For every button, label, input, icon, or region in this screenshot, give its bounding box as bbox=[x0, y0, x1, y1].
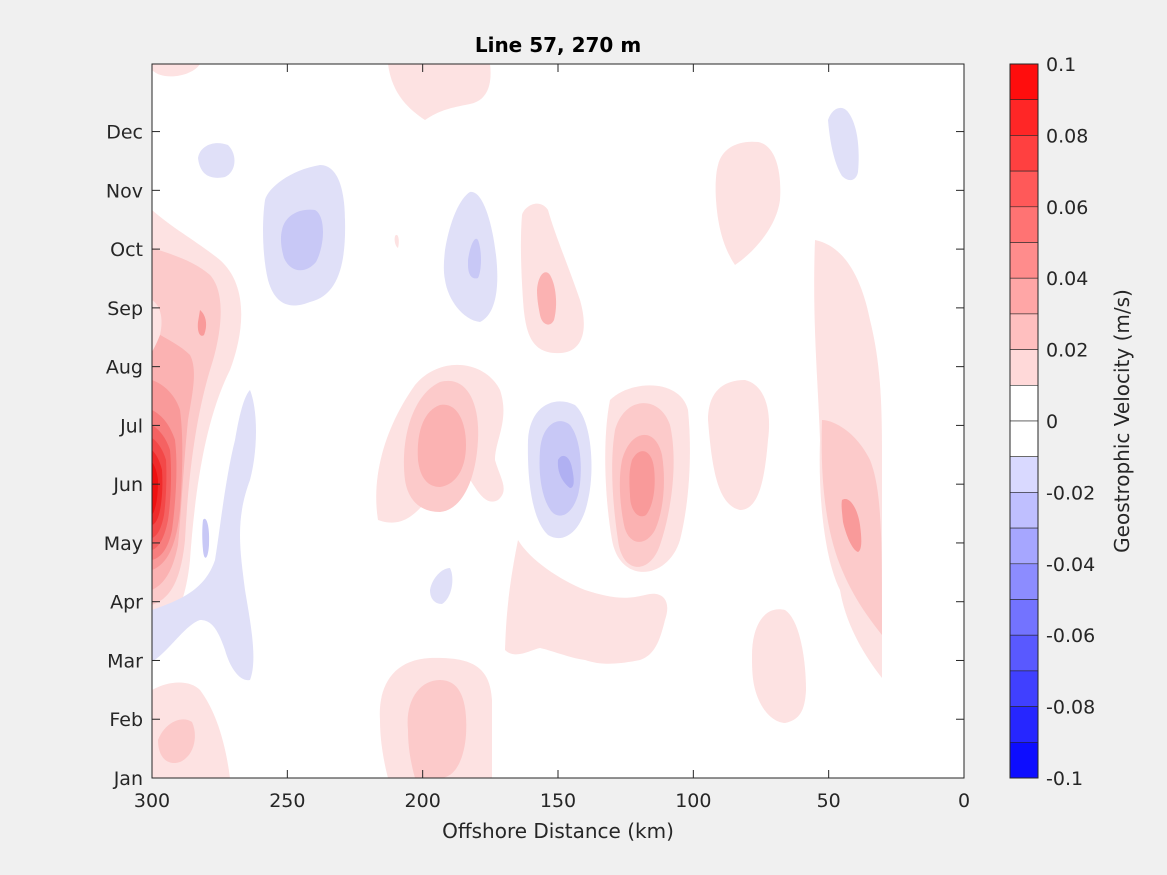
colorbar-band bbox=[1009, 741, 1039, 779]
colorbar-frame bbox=[1009, 63, 1039, 779]
colorbar-band bbox=[1009, 563, 1039, 600]
contour-region-negative-240km bbox=[263, 165, 346, 306]
colorbar-band bbox=[1009, 99, 1039, 136]
colorbar-tick-label: 0.06 bbox=[1046, 197, 1088, 219]
contour-region-positive-nov bbox=[715, 141, 781, 265]
contour-fills bbox=[152, 64, 882, 778]
contour-region-positive-40km bbox=[814, 240, 882, 678]
colorbar-band bbox=[1009, 242, 1039, 279]
x-tick-label: 200 bbox=[405, 790, 441, 812]
y-tick-label: Jul bbox=[119, 415, 143, 437]
x-tick-label: 0 bbox=[958, 790, 970, 812]
contour-region-negative-dec bbox=[828, 107, 859, 181]
contour-region-negative-150km bbox=[527, 401, 592, 539]
colorbar-band bbox=[1009, 63, 1039, 101]
colorbar-label: Geostrophic Velocity (m/s) bbox=[1110, 289, 1134, 553]
colorbar-band bbox=[1009, 349, 1039, 386]
colorbar-band bbox=[1009, 634, 1039, 672]
contour-region-positive-jan-feb bbox=[379, 657, 492, 778]
contour-region-negative-280km bbox=[152, 390, 256, 681]
contour-region-positive-mar-apr bbox=[505, 540, 668, 664]
contour-region-positive-120km bbox=[605, 385, 690, 572]
colorbar-tick-label: -0.06 bbox=[1046, 625, 1095, 647]
contour-region-negative-185km bbox=[443, 191, 498, 322]
x-tick-label: 300 bbox=[134, 790, 170, 812]
y-tick-label: May bbox=[104, 533, 143, 555]
colorbar-band bbox=[1009, 670, 1039, 707]
y-tick-label: Dec bbox=[106, 122, 143, 144]
y-tick-label: Apr bbox=[110, 592, 143, 614]
colorbar-band bbox=[1009, 170, 1039, 208]
x-tick-label: 100 bbox=[675, 790, 711, 812]
colorbar-tick-label: 0.02 bbox=[1046, 340, 1088, 362]
contour-region-positive-dec bbox=[388, 64, 491, 120]
colorbar-band bbox=[1009, 599, 1039, 636]
colorbar-band bbox=[1009, 527, 1039, 565]
colorbar-band bbox=[1009, 135, 1039, 172]
colorbar: 0.1 0.08 0.06 0.04 0.02 0 -0.02 -0.04 -0.06 -0.08… bbox=[1009, 54, 1095, 790]
contour-region-positive-200km bbox=[376, 364, 504, 523]
contour-region-positive-jan bbox=[152, 682, 230, 778]
contour-region-positive-feb-mar bbox=[752, 609, 806, 723]
chart-title: Line 57, 270 m bbox=[475, 33, 641, 57]
colorbar-tick-label: 0.08 bbox=[1046, 125, 1088, 147]
x-axis-label: Offshore Distance (km) bbox=[442, 819, 674, 843]
colorbar-band bbox=[1009, 706, 1039, 743]
colorbar-band bbox=[1009, 492, 1039, 529]
contour-region-positive-core bbox=[152, 210, 242, 640]
y-tick-label: Mar bbox=[107, 650, 143, 672]
contour-region-positive-90km bbox=[708, 380, 770, 510]
colorbar-tick-label: -0.02 bbox=[1046, 482, 1095, 504]
contour-region-positive-sep bbox=[520, 203, 584, 354]
colorbar-tick-label: -0.04 bbox=[1046, 554, 1095, 576]
y-tick-label: Feb bbox=[109, 709, 143, 731]
x-tick-label: 150 bbox=[540, 790, 576, 812]
x-tick-label: 250 bbox=[269, 790, 305, 812]
y-tick-label: Nov bbox=[106, 180, 143, 202]
colorbar-band bbox=[1009, 456, 1039, 493]
colorbar-tick-label: 0.04 bbox=[1046, 268, 1088, 290]
colorbar-band bbox=[1009, 384, 1039, 422]
colorbar-band bbox=[1009, 206, 1039, 243]
colorbar-band bbox=[1009, 277, 1039, 315]
colorbar-tick-label: 0 bbox=[1046, 411, 1058, 433]
y-tick-label: Sep bbox=[107, 298, 143, 320]
colorbar-tick-label: -0.08 bbox=[1046, 697, 1095, 719]
y-tick-label: Jun bbox=[112, 474, 143, 496]
colorbar-tick-label: -0.1 bbox=[1046, 768, 1083, 790]
colorbar-band bbox=[1009, 313, 1039, 350]
y-tick-label: Aug bbox=[106, 357, 143, 379]
x-tick-label: 50 bbox=[817, 790, 841, 812]
colorbar-band bbox=[1009, 420, 1039, 458]
y-axis: Jan Feb Mar Apr May Jun Jul Aug Sep Oct Nov Dec bbox=[104, 122, 964, 790]
colorbar-tick-label: 0.1 bbox=[1046, 54, 1076, 76]
x-axis: 300 250 200 150 100 50 0 bbox=[134, 64, 970, 812]
y-tick-label: Oct bbox=[110, 239, 143, 261]
y-tick-label: Jan bbox=[113, 768, 143, 790]
